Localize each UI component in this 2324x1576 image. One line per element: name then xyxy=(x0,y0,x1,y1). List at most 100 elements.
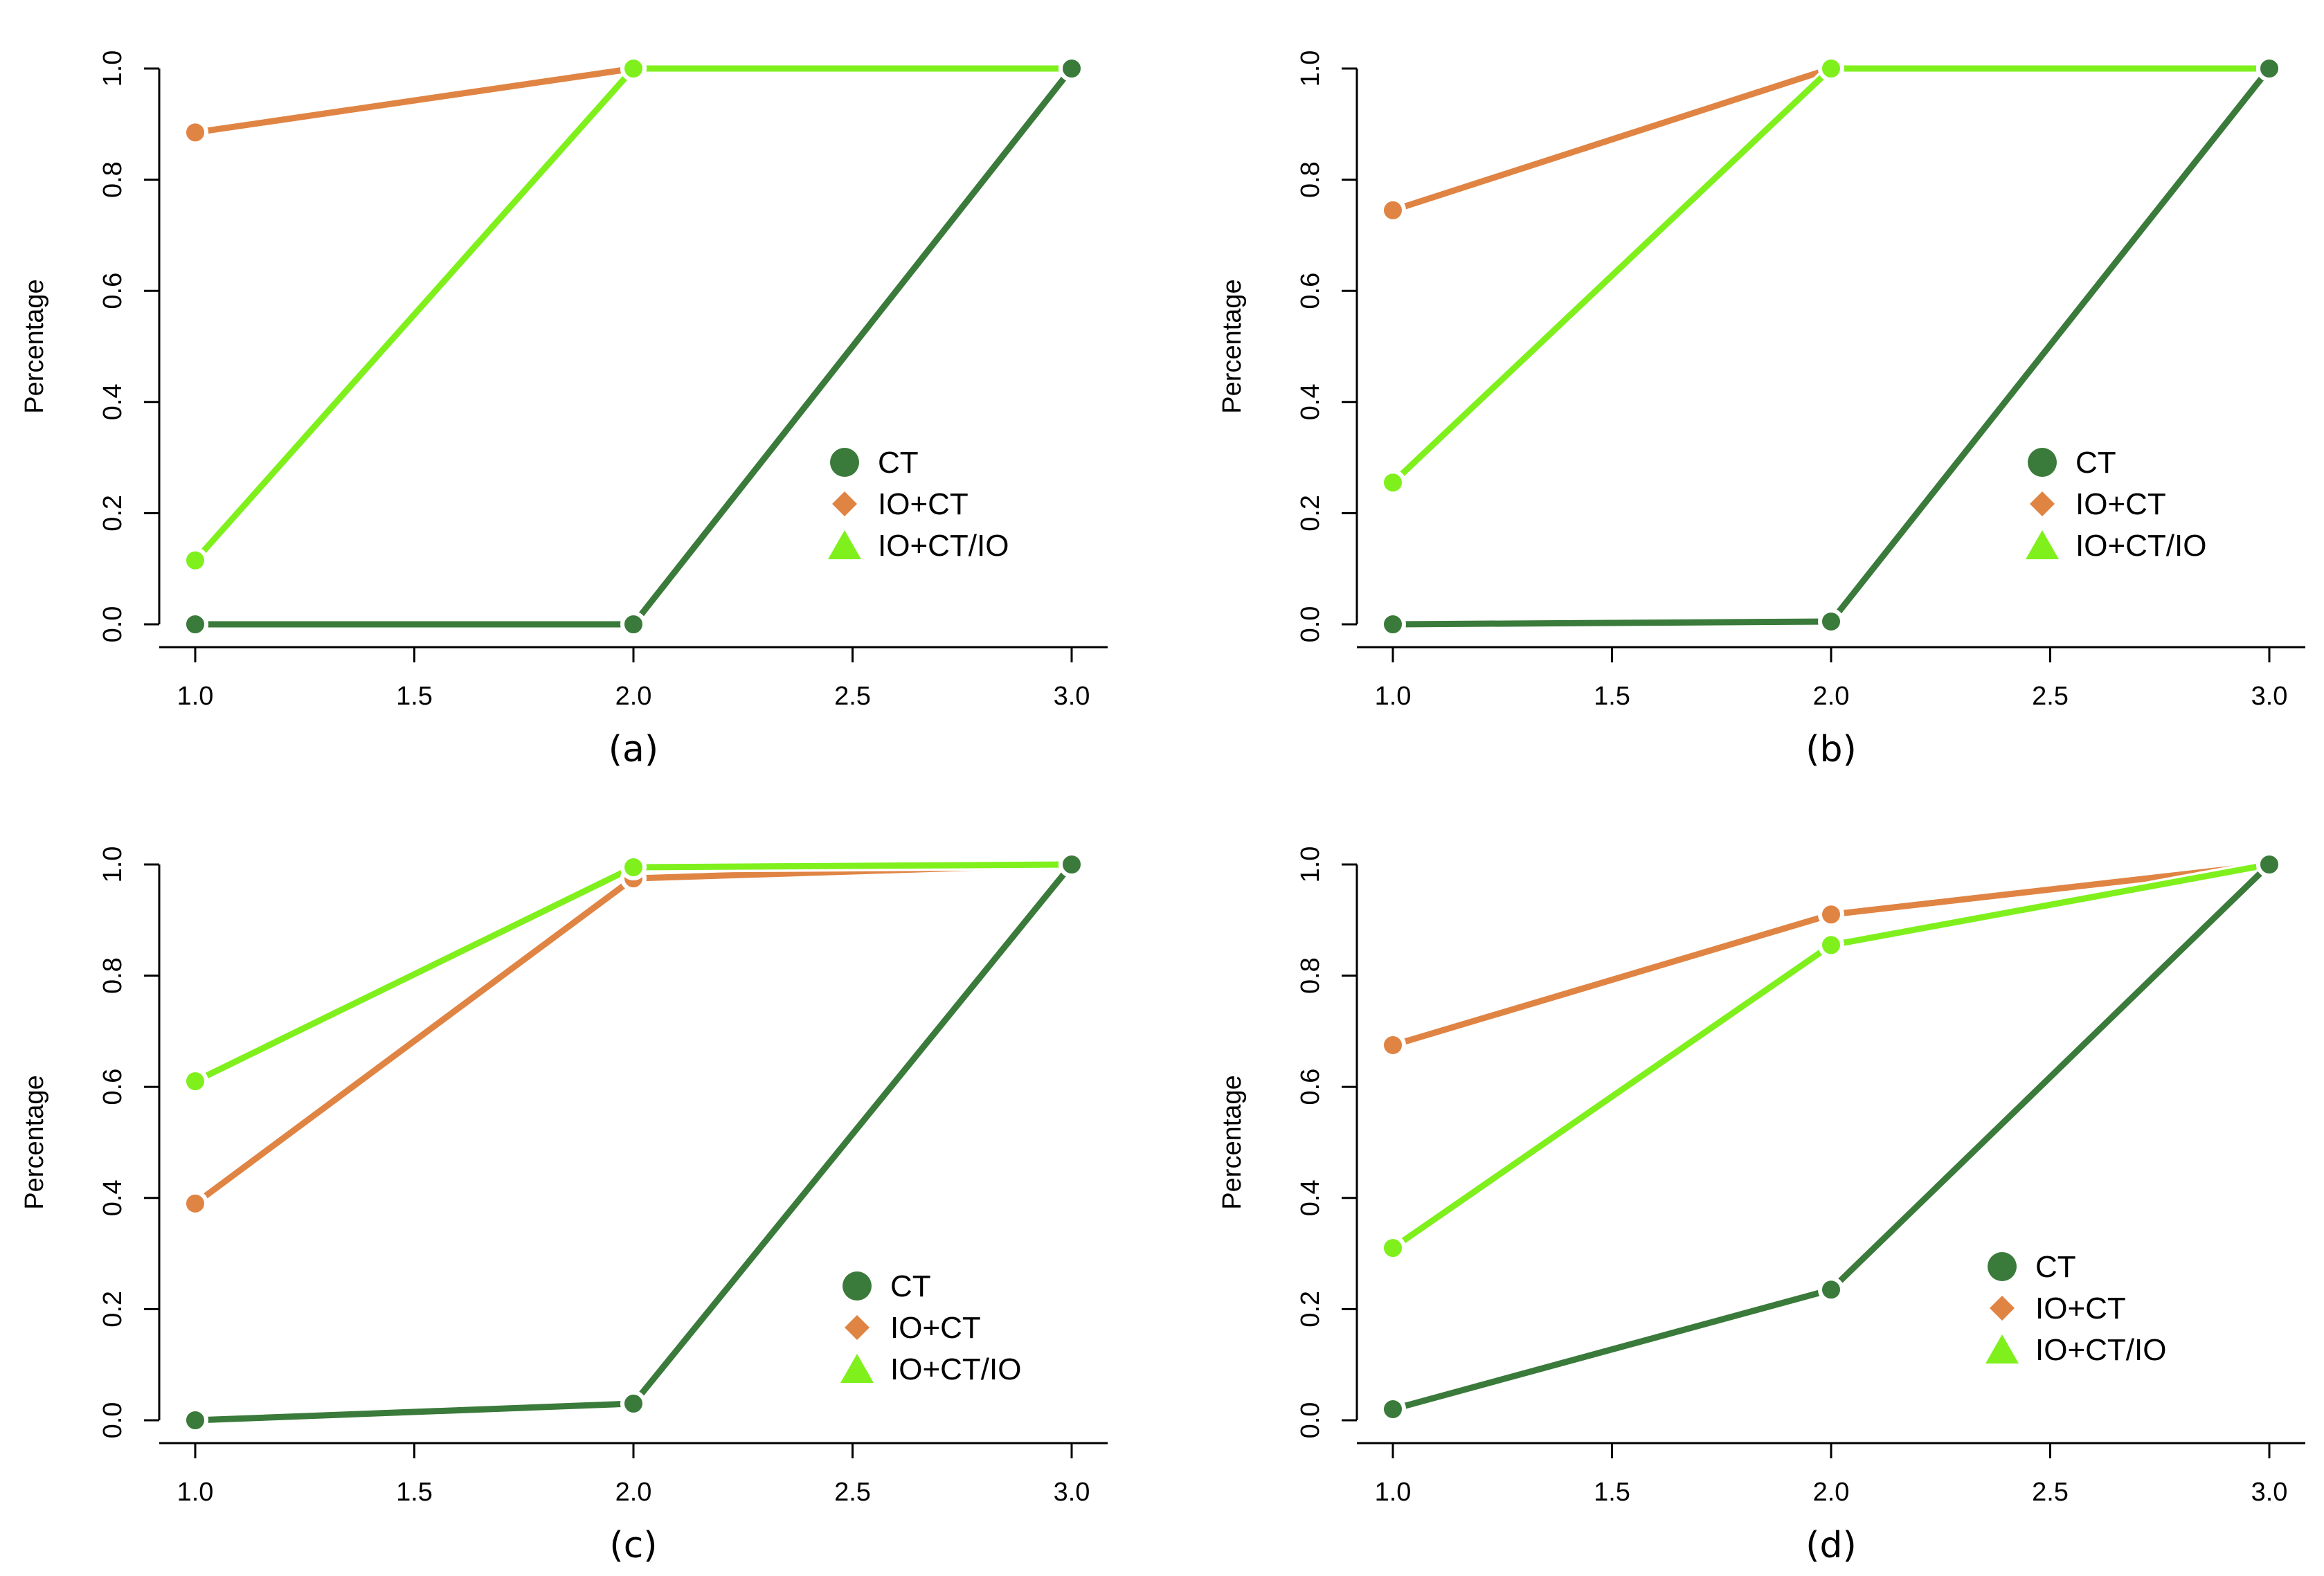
data-point-io-plus-ct xyxy=(1380,197,1406,224)
series-line-halo-io-plus-ct-io xyxy=(192,859,1072,1087)
data-point-io-plus-ct-io xyxy=(620,55,647,82)
y-tick-label: 0.4 xyxy=(1296,1179,1325,1216)
y-tick-label: 1.0 xyxy=(98,51,127,87)
y-tick-label: 0.4 xyxy=(1296,383,1325,420)
y-tick-label: 0.8 xyxy=(98,161,127,198)
legend-marker-triangle xyxy=(1985,1334,2019,1364)
data-point-io-plus-ct-io xyxy=(182,1068,208,1095)
y-tick-label: 0.6 xyxy=(98,273,127,309)
panel-caption: (b) xyxy=(1805,729,1857,770)
y-tick-label: 0.4 xyxy=(98,383,127,420)
legend-marker-diamond xyxy=(2030,491,2055,516)
x-tick-label: 1.0 xyxy=(177,1478,214,1507)
x-tick-label: 1.5 xyxy=(1594,682,1630,711)
data-point-ct xyxy=(1059,55,1085,82)
y-tick-label: 0.6 xyxy=(1296,273,1325,309)
legend-marker-diamond xyxy=(832,491,857,516)
y-tick-label: 0.0 xyxy=(98,1402,127,1439)
data-point-ct xyxy=(1380,1395,1406,1422)
y-axis-label: Percentage xyxy=(1218,1075,1247,1209)
data-point-io-plus-ct xyxy=(182,1190,208,1217)
series-line-io-plus-ct-io xyxy=(194,861,1072,1085)
x-tick-label: 2.0 xyxy=(615,682,652,711)
legend-marker-circle xyxy=(2028,448,2057,477)
y-tick-label: 0.2 xyxy=(1296,1291,1325,1328)
panel-caption: (a) xyxy=(609,729,658,770)
x-tick-label: 1.0 xyxy=(1375,682,1412,711)
y-axis-label: Percentage xyxy=(20,279,49,413)
legend-marker-circle xyxy=(843,1271,872,1301)
legend: CT IO+CT IO+CT/IO xyxy=(840,1269,1021,1386)
y-tick-label: 1.0 xyxy=(1296,846,1325,883)
legend-marker-circle xyxy=(1988,1252,2017,1281)
data-point-io-plus-ct-io xyxy=(1818,932,1844,959)
legend-label-io-plus-ct: IO+CT xyxy=(890,1311,981,1345)
legend-marker-triangle xyxy=(2026,530,2059,559)
legend: CT IO+CT IO+CT/IO xyxy=(1985,1250,2166,1367)
data-point-ct xyxy=(182,611,208,637)
chart-panel-c: 1.0 1.5 2.0 2.5 3.0 0.0 0.2 0.4 0.6 0.8 1.0 Percent… xyxy=(20,846,1108,1566)
data-point-ct xyxy=(1818,608,1844,635)
series-line-halo-io-plus-ct-io xyxy=(1389,63,2269,487)
y-tick-label: 0.0 xyxy=(98,606,127,643)
legend-label-ct: CT xyxy=(2075,446,2116,480)
data-point-ct xyxy=(1059,851,1085,878)
legend-label-io-plus-ct-io: IO+CT/IO xyxy=(878,529,1009,563)
data-point-io-plus-ct xyxy=(1380,1031,1406,1058)
data-point-io-plus-ct xyxy=(182,119,208,146)
y-tick-label: 0.2 xyxy=(1296,495,1325,532)
data-point-ct xyxy=(1818,1276,1844,1303)
chart-panel-a: 1.0 1.5 2.0 2.5 3.0 0.0 0.2 0.4 0.6 0.8 1.0 Percent… xyxy=(20,51,1108,770)
x-tick-label: 3.0 xyxy=(2251,1478,2288,1507)
legend-label-ct: CT xyxy=(890,1269,931,1303)
data-point-io-plus-ct-io xyxy=(1380,469,1406,496)
y-tick-label: 0.8 xyxy=(1296,161,1325,198)
chart-panel-b: 1.0 1.5 2.0 2.5 3.0 0.0 0.2 0.4 0.6 0.8 1.0 Percent… xyxy=(1218,51,2305,770)
data-point-ct xyxy=(182,1407,208,1433)
data-point-ct xyxy=(620,611,647,637)
x-tick-label: 3.0 xyxy=(1054,1478,1090,1507)
panel-caption: (d) xyxy=(1805,1525,1857,1566)
series-line-io-plus-ct xyxy=(1391,65,2269,214)
legend-marker-triangle xyxy=(840,1354,874,1383)
legend-marker-diamond xyxy=(845,1315,870,1340)
chart-panel-d: 1.0 1.5 2.0 2.5 3.0 0.0 0.2 0.4 0.6 0.8 1.0 Percent… xyxy=(1218,846,2305,1566)
data-point-io-plus-ct-io xyxy=(1380,1235,1406,1262)
legend-marker-triangle xyxy=(828,530,861,559)
x-tick-label: 2.0 xyxy=(1813,682,1850,711)
x-tick-label: 2.5 xyxy=(834,682,871,711)
y-axis-label: Percentage xyxy=(20,1075,49,1209)
legend-label-io-plus-ct-io: IO+CT/IO xyxy=(2075,529,2206,563)
legend-label-io-plus-ct-io: IO+CT/IO xyxy=(2035,1333,2166,1367)
legend-label-io-plus-ct-io: IO+CT/IO xyxy=(890,1352,1021,1386)
y-axis-label: Percentage xyxy=(1218,279,1247,413)
y-tick-label: 0.8 xyxy=(98,957,127,994)
data-point-io-plus-ct-io xyxy=(620,854,647,881)
data-point-ct xyxy=(2256,851,2282,878)
x-tick-label: 3.0 xyxy=(2251,682,2288,711)
y-tick-label: 0.0 xyxy=(1296,606,1325,643)
x-tick-label: 1.0 xyxy=(1375,1478,1412,1507)
x-tick-label: 2.5 xyxy=(834,1478,871,1507)
y-tick-label: 0.6 xyxy=(98,1069,127,1105)
panel-caption: (c) xyxy=(609,1525,657,1566)
series-line-halo-io-plus-ct xyxy=(1391,63,2269,216)
y-tick-label: 1.0 xyxy=(98,846,127,883)
legend-marker-diamond xyxy=(1990,1296,2015,1321)
x-tick-label: 1.0 xyxy=(177,682,214,711)
legend-marker-circle xyxy=(830,448,859,477)
y-tick-label: 0.8 xyxy=(1296,957,1325,994)
y-tick-label: 0.0 xyxy=(1296,1402,1325,1439)
x-tick-label: 1.5 xyxy=(396,682,433,711)
y-tick-label: 0.6 xyxy=(1296,1069,1325,1105)
legend-label-io-plus-ct: IO+CT xyxy=(878,487,969,521)
x-tick-label: 2.5 xyxy=(2032,682,2069,711)
x-tick-label: 3.0 xyxy=(1054,682,1090,711)
x-tick-label: 2.0 xyxy=(1813,1478,1850,1507)
x-tick-label: 1.5 xyxy=(396,1478,433,1507)
x-tick-label: 2.0 xyxy=(615,1478,652,1507)
legend-label-io-plus-ct: IO+CT xyxy=(2075,487,2166,521)
y-tick-label: 0.4 xyxy=(98,1179,127,1216)
data-point-io-plus-ct xyxy=(1818,901,1844,928)
